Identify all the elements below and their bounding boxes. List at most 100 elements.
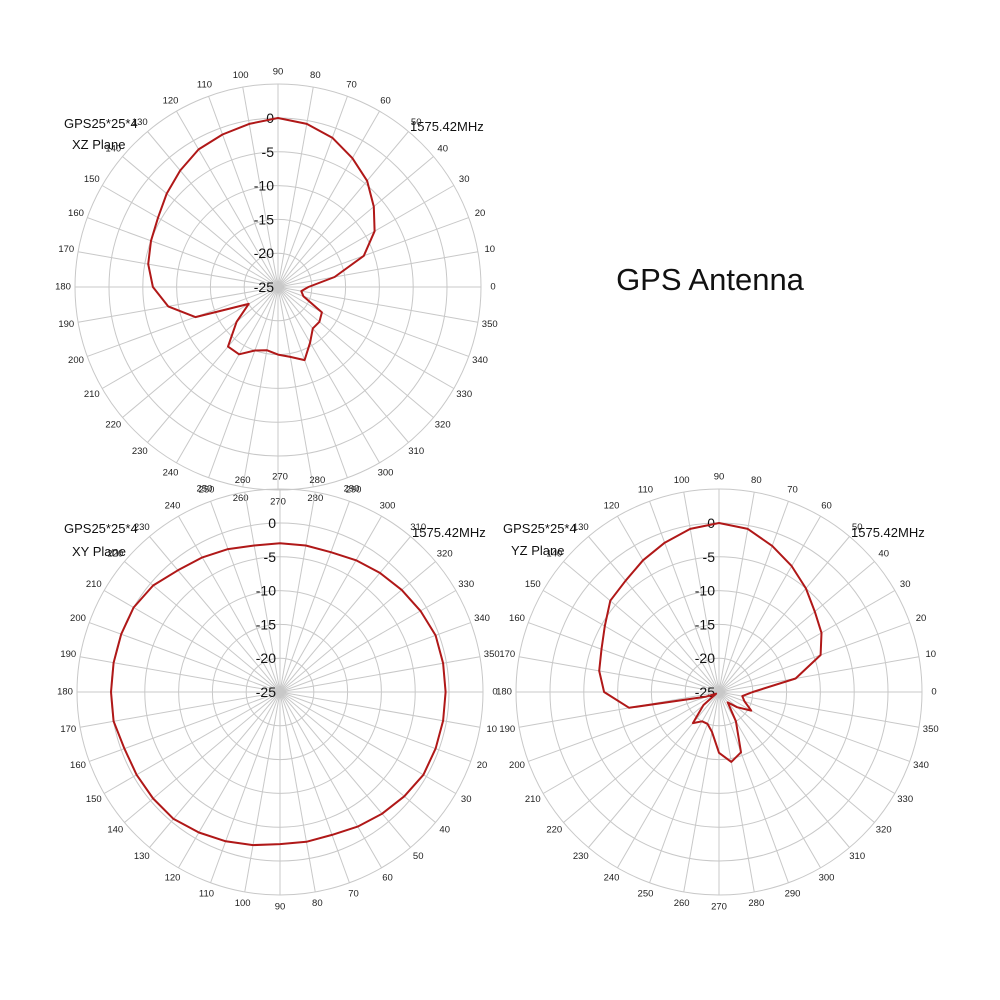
polar-chart-svg: 0 10 20 30 40 50 60 70 80 90 100 110 120 130 140 150 160…	[55, 67, 498, 508]
angle-tick-label: 0	[490, 282, 495, 293]
radial-tick-label: -20	[254, 245, 274, 261]
grid-spoke	[542, 691, 720, 794]
grid-spoke	[279, 691, 316, 893]
angle-tick-label: 210	[525, 794, 541, 805]
angle-tick-label: 90	[273, 67, 284, 78]
angle-tick-label: 340	[474, 613, 490, 624]
grid-spoke	[277, 286, 409, 443]
angle-tick-label: 180	[496, 687, 512, 698]
grid-spoke	[147, 286, 279, 443]
grid-spoke	[718, 622, 910, 693]
angle-tick-label: 250	[638, 889, 654, 900]
grid-spoke	[718, 590, 896, 693]
angle-tick-label: 60	[382, 873, 393, 884]
grid-spoke	[77, 251, 279, 288]
grid-spoke	[103, 691, 281, 794]
angle-tick-label: 170	[60, 724, 76, 735]
angle-tick-label: 10	[486, 724, 497, 735]
grid-spoke	[542, 590, 720, 693]
radial-tick-label: -10	[256, 583, 276, 599]
angle-tick-label: 330	[458, 579, 474, 590]
angle-tick-label: 40	[439, 825, 450, 836]
angle-tick-label: 120	[165, 873, 181, 884]
angle-tick-label: 150	[525, 579, 541, 590]
grid-spoke	[279, 691, 481, 728]
grid-spoke	[147, 131, 279, 288]
grid-spoke	[279, 561, 436, 693]
angle-tick-label: 300	[819, 873, 835, 884]
radial-tick-label: -25	[256, 684, 276, 700]
grid-spoke	[279, 536, 411, 693]
grid-spoke	[528, 691, 720, 762]
series-line	[598, 522, 823, 763]
grid-spoke	[87, 217, 279, 288]
grid-spoke	[279, 691, 471, 762]
angle-tick-label: 10	[484, 244, 495, 255]
grid-spoke	[279, 491, 316, 693]
grid-spoke	[208, 96, 279, 288]
angle-tick-label: 100	[233, 70, 249, 81]
grid-spoke	[683, 691, 720, 893]
grid-spoke	[277, 217, 469, 288]
angle-tick-label: 290	[346, 484, 362, 495]
angle-tick-label: 20	[475, 208, 486, 219]
angle-tick-label: 150	[86, 794, 102, 805]
grid-spoke	[277, 286, 455, 389]
angle-tick-label: 80	[751, 475, 762, 486]
angle-tick-label: 240	[604, 873, 620, 884]
radial-tick-label: 0	[268, 515, 276, 531]
angle-tick-label: 320	[437, 548, 453, 559]
grid-spoke	[279, 590, 457, 693]
grid-spoke	[279, 656, 481, 693]
angle-tick-label: 270	[272, 472, 288, 483]
grid-spoke	[210, 691, 281, 883]
angle-tick-label: 210	[84, 389, 100, 400]
grid-spoke	[718, 691, 875, 823]
grid-spoke	[279, 691, 350, 883]
grid-spoke	[122, 286, 279, 418]
angle-tick-label: 40	[437, 143, 448, 154]
grid-spoke	[244, 691, 281, 893]
angle-tick-label: 200	[70, 613, 86, 624]
grid-spoke	[277, 96, 348, 288]
grid-spoke	[279, 691, 382, 869]
angle-tick-label: 170	[499, 649, 515, 660]
grid-spoke	[649, 501, 720, 693]
angle-tick-label: 220	[546, 825, 562, 836]
grid-spoke	[77, 286, 279, 323]
grid-spoke	[718, 691, 850, 848]
grid-spoke	[242, 286, 279, 488]
grid-spoke	[89, 691, 281, 762]
angle-tick-label: 70	[787, 484, 798, 495]
angle-tick-label: 250	[197, 484, 213, 495]
series-line	[110, 542, 447, 847]
grid-spoke	[718, 501, 789, 693]
grid-spoke	[149, 536, 281, 693]
angle-tick-label: 220	[107, 548, 123, 559]
series-line	[147, 117, 376, 362]
grid-spoke	[101, 185, 279, 288]
angle-tick-label: 340	[472, 355, 488, 366]
chart-antenna-label: GPS25*25*4	[503, 521, 577, 536]
polar-chart-svg: 0 10 20 30 40 50 60 70 80 90 100 110 120 130 140 150 160…	[57, 472, 500, 913]
chart-antenna-label: GPS25*25*4	[64, 521, 138, 536]
grid-spoke	[149, 691, 281, 848]
polar-chart-xz-plane: 0 10 20 30 40 50 60 70 80 90 100 110 120 130 140 150 160…	[48, 67, 508, 508]
angle-tick-label: 210	[86, 579, 102, 590]
angle-tick-label: 130	[573, 522, 589, 533]
angle-tick-label: 180	[55, 282, 71, 293]
grid-spoke	[718, 691, 920, 728]
angle-tick-label: 40	[878, 548, 889, 559]
angle-tick-label: 30	[461, 794, 472, 805]
grid-spoke	[718, 691, 789, 883]
radial-tick-label: -20	[256, 650, 276, 666]
angle-tick-label: 0	[492, 687, 497, 698]
angle-tick-label: 100	[235, 898, 251, 909]
angle-tick-label: 120	[604, 500, 620, 511]
grid-spoke	[122, 156, 279, 288]
grid-spoke	[208, 286, 279, 478]
grid-spoke	[588, 536, 720, 693]
grid-spoke	[178, 691, 281, 869]
angle-tick-label: 20	[477, 760, 488, 771]
angle-tick-label: 160	[509, 613, 525, 624]
